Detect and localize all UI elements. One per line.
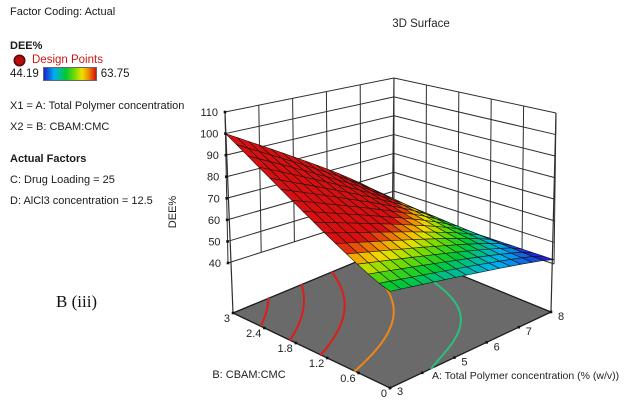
x1-definition-label: X1 = A: Total Polymer concentration	[10, 100, 185, 112]
color-scale-legend: 44.19 63.75	[10, 67, 130, 81]
design-points-legend: Design Points	[13, 54, 103, 67]
figure-caption: B (iii)	[56, 292, 98, 311]
plot-title: 3D Surface	[392, 18, 450, 30]
b-axis-title: B: CBAM:CMC	[212, 369, 285, 381]
color-scale-max-label: 63.75	[100, 67, 130, 80]
z-tick-label: 90	[207, 150, 219, 162]
z-tick-label: 110	[200, 107, 218, 119]
axis-titles: DEE% B: CBAM:CMC A: Total Polymer concentr…	[167, 18, 619, 382]
factor-c-label: C: Drug Loading = 25	[10, 174, 115, 186]
z-tick-label: 100	[200, 129, 218, 141]
response-name-label: DEE%	[10, 40, 43, 52]
a-axis-title: A: Total Polymer concentration (% (w/v))	[432, 370, 619, 382]
a-tick-label: 7	[526, 326, 532, 338]
floor-ticks	[231, 310, 553, 390]
floor-contour-90	[260, 297, 270, 327]
z-axis: 40 50 60 70 80 90 100 110	[200, 107, 230, 270]
a-tick-label: 8	[558, 311, 564, 323]
b-tick-label: 0.6	[340, 373, 355, 385]
factor-coding-label: Factor Coding: Actual	[10, 6, 116, 18]
a-axis-labels: 3 5 6 7 8	[397, 311, 564, 398]
b-tick-label: 3	[224, 313, 230, 325]
a-tick-label: 6	[494, 341, 500, 353]
color-scale-gradient-bar	[42, 67, 97, 81]
b-tick-label: 1.8	[278, 343, 293, 355]
b-tick-label: 0	[381, 388, 387, 400]
design-points-label: Design Points	[32, 54, 103, 66]
z-tick-label: 70	[207, 193, 219, 205]
a-tick-label: 3	[397, 386, 403, 398]
design-point-marker-icon	[13, 54, 26, 67]
b-tick-label: 1.2	[309, 358, 324, 370]
z-tick-label: 60	[208, 215, 220, 227]
floor-contour-70	[319, 271, 346, 356]
factor-d-label: D: AlCl3 concentration = 12.5	[10, 195, 153, 207]
z-axis-title: DEE%	[167, 196, 179, 229]
b-axis-labels: 3 2.4 1.8 1.2 0.6 0	[224, 313, 387, 400]
z-tick-label: 40	[209, 258, 221, 270]
a-tick-label: 5	[461, 357, 467, 369]
z-tick-label: 50	[208, 236, 220, 248]
x2-definition-label: X2 = B: CBAM:CMC	[10, 121, 110, 133]
color-scale-min-label: 44.19	[10, 67, 39, 80]
b-tick-label: 2.4	[246, 328, 261, 340]
surface-mesh	[225, 133, 555, 292]
actual-factors-heading: Actual Factors	[10, 153, 87, 165]
floor-contour-80	[288, 283, 305, 342]
z-tick-label: 80	[207, 172, 219, 184]
